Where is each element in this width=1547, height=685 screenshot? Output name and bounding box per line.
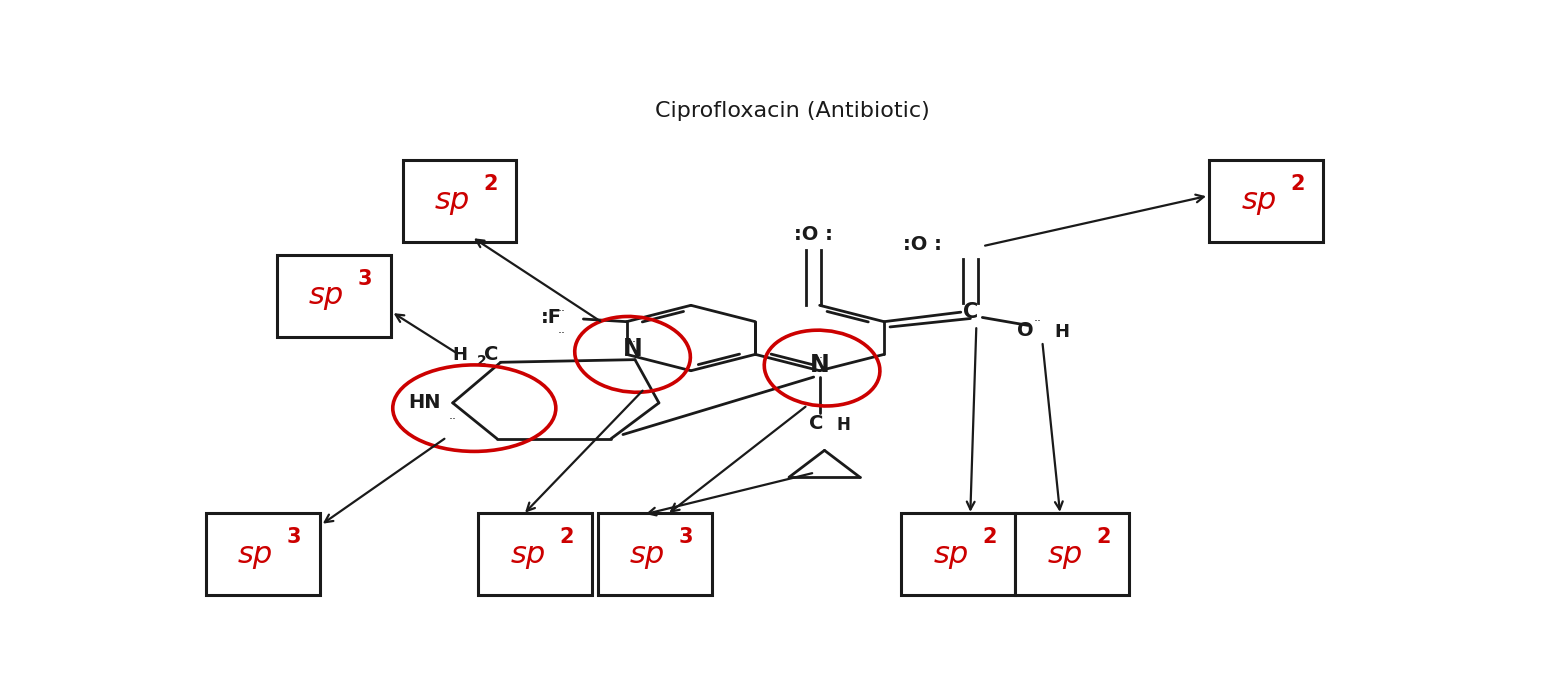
FancyBboxPatch shape — [599, 513, 712, 595]
Text: N: N — [623, 337, 642, 361]
Text: sp: sp — [511, 540, 546, 569]
Text: 2: 2 — [476, 354, 486, 369]
Text: Ciprofloxacin (Antibiotic): Ciprofloxacin (Antibiotic) — [656, 101, 930, 121]
FancyBboxPatch shape — [206, 513, 320, 595]
Text: :F: :F — [541, 308, 562, 327]
Text: H: H — [837, 416, 851, 434]
Text: HN: HN — [408, 393, 441, 412]
Text: 3: 3 — [679, 527, 693, 547]
Text: C: C — [809, 414, 823, 433]
Text: 2: 2 — [1097, 527, 1111, 547]
Text: ..: .. — [558, 323, 566, 336]
Text: 2: 2 — [1290, 174, 1304, 194]
Text: sp: sp — [435, 186, 470, 215]
Text: 2: 2 — [484, 174, 498, 194]
Text: C: C — [484, 345, 498, 364]
Text: sp: sp — [1242, 186, 1276, 215]
Text: 3: 3 — [357, 269, 373, 289]
Text: C: C — [962, 302, 978, 322]
Text: ..: .. — [1033, 311, 1041, 324]
Text: ..: .. — [558, 301, 566, 314]
Text: H: H — [1054, 323, 1069, 340]
Text: sp: sp — [238, 540, 274, 569]
FancyBboxPatch shape — [402, 160, 517, 242]
Text: ..: .. — [815, 349, 823, 362]
Text: ..: .. — [449, 408, 456, 421]
Text: 3: 3 — [286, 527, 302, 547]
Text: :O :: :O : — [903, 235, 942, 254]
Text: 2: 2 — [982, 527, 996, 547]
FancyBboxPatch shape — [1015, 513, 1129, 595]
Text: :O :: :O : — [794, 225, 834, 244]
Text: H: H — [452, 346, 467, 364]
Text: sp: sp — [309, 282, 343, 310]
Text: 2: 2 — [558, 527, 574, 547]
Text: ..: .. — [628, 332, 636, 345]
Text: N: N — [809, 353, 829, 377]
Text: sp: sp — [1047, 540, 1083, 569]
FancyBboxPatch shape — [478, 513, 593, 595]
FancyBboxPatch shape — [1210, 160, 1323, 242]
Text: sp: sp — [933, 540, 968, 569]
Text: O: O — [1018, 321, 1033, 340]
Text: sp: sp — [630, 540, 665, 569]
FancyBboxPatch shape — [902, 513, 1015, 595]
FancyBboxPatch shape — [277, 255, 390, 337]
